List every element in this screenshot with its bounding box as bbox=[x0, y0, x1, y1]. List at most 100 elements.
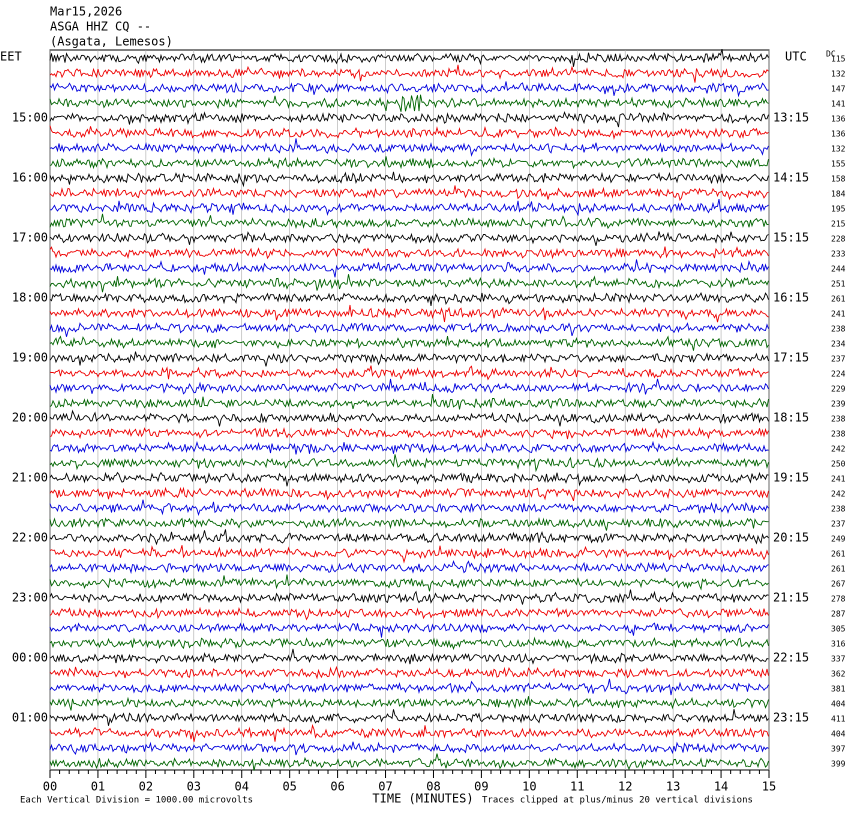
scale-note: Each Vertical Division = 1000.00 microvo… bbox=[20, 796, 253, 806]
trace bbox=[49, 529, 769, 546]
left-hour-label: 16:00 bbox=[12, 171, 48, 185]
left-axis-title: EET bbox=[0, 50, 22, 64]
trace bbox=[49, 81, 769, 98]
trace bbox=[49, 335, 769, 351]
date: Mar15,2026 bbox=[50, 5, 122, 19]
trace bbox=[49, 665, 769, 680]
right-hour-label: 17:15 bbox=[773, 351, 809, 365]
trace bbox=[49, 156, 769, 170]
dc-value: 228 bbox=[831, 235, 846, 244]
dc-value: 184 bbox=[831, 190, 846, 199]
dc-value: 234 bbox=[831, 340, 846, 349]
dc-value: 233 bbox=[831, 250, 846, 259]
trace bbox=[49, 589, 769, 605]
trace bbox=[49, 709, 769, 726]
x-tick-label: 00 bbox=[43, 780, 57, 794]
left-hour-label: 17:00 bbox=[12, 231, 48, 245]
trace bbox=[49, 648, 769, 665]
trace bbox=[49, 213, 769, 230]
trace bbox=[49, 322, 769, 337]
trace bbox=[49, 351, 769, 367]
trace bbox=[49, 394, 769, 410]
dc-value: 278 bbox=[831, 595, 846, 604]
clip-note: Traces clipped at plus/minus 20 vertical… bbox=[482, 796, 753, 806]
trace bbox=[49, 574, 769, 592]
dc-value: 305 bbox=[831, 625, 846, 634]
dc-value: 242 bbox=[831, 490, 846, 499]
trace bbox=[49, 304, 769, 323]
dc-value: 224 bbox=[831, 370, 846, 379]
trace bbox=[49, 696, 769, 711]
trace bbox=[49, 486, 769, 502]
dc-value: 229 bbox=[831, 385, 846, 394]
trace bbox=[49, 231, 769, 246]
left-hour-label: 01:00 bbox=[12, 711, 48, 725]
x-tick-label: 07 bbox=[378, 780, 392, 794]
dc-value: 287 bbox=[831, 610, 846, 619]
location: (Asgata, Lemesos) bbox=[50, 35, 173, 49]
station: ASGA HHZ CQ -- bbox=[50, 20, 151, 34]
dc-value: 239 bbox=[831, 400, 846, 409]
trace bbox=[49, 365, 769, 381]
x-tick-label: 11 bbox=[570, 780, 584, 794]
x-tick-label: 15 bbox=[762, 780, 776, 794]
trace bbox=[49, 426, 769, 440]
trace bbox=[49, 94, 769, 112]
trace bbox=[49, 185, 769, 201]
left-hour-label: 15:00 bbox=[12, 111, 48, 125]
x-tick-label: 02 bbox=[139, 780, 153, 794]
x-tick-label: 06 bbox=[330, 780, 344, 794]
trace bbox=[49, 291, 769, 306]
left-hour-label: 22:00 bbox=[12, 531, 48, 545]
x-tick-label: 01 bbox=[91, 780, 105, 794]
trace bbox=[50, 199, 769, 217]
x-tick-label: 12 bbox=[618, 780, 632, 794]
right-hour-label: 15:15 bbox=[773, 231, 809, 245]
dc-value: 237 bbox=[831, 355, 846, 364]
dc-value: 141 bbox=[831, 100, 846, 109]
dc-value: 132 bbox=[831, 145, 846, 154]
trace bbox=[49, 545, 769, 564]
dc-value: 411 bbox=[831, 715, 846, 724]
dc-value: 215 bbox=[831, 220, 846, 229]
dc-value: 397 bbox=[831, 745, 846, 754]
left-hour-label: 19:00 bbox=[12, 351, 48, 365]
trace bbox=[49, 636, 769, 651]
left-hour-label: 00:00 bbox=[12, 651, 48, 665]
dc-value: 399 bbox=[831, 760, 846, 769]
dc-value: 158 bbox=[831, 175, 846, 184]
trace bbox=[49, 259, 769, 278]
dc-value: 238 bbox=[831, 325, 846, 334]
dc-value: 241 bbox=[831, 310, 846, 319]
dc-value: 238 bbox=[831, 430, 846, 439]
trace bbox=[49, 378, 769, 395]
dc-value: 404 bbox=[831, 730, 846, 739]
trace bbox=[49, 48, 769, 67]
dc-value: 261 bbox=[831, 565, 846, 574]
dc-value: 147 bbox=[831, 85, 846, 94]
x-tick-label: 14 bbox=[714, 780, 728, 794]
trace bbox=[49, 454, 769, 473]
dc-value: 136 bbox=[831, 115, 846, 124]
trace bbox=[49, 678, 769, 696]
x-tick-label: 05 bbox=[282, 780, 296, 794]
x-tick-label: 09 bbox=[474, 780, 488, 794]
dc-value: 244 bbox=[831, 265, 846, 274]
trace bbox=[49, 723, 769, 742]
trace bbox=[49, 246, 769, 260]
trace bbox=[49, 517, 769, 531]
dc-value: 249 bbox=[831, 535, 846, 544]
x-tick-label: 04 bbox=[235, 780, 249, 794]
left-hour-label: 21:00 bbox=[12, 471, 48, 485]
right-hour-label: 19:15 bbox=[773, 471, 809, 485]
dc-value: 404 bbox=[831, 700, 846, 709]
trace bbox=[49, 741, 769, 756]
dc-value: 251 bbox=[831, 280, 846, 289]
dc-value: 381 bbox=[831, 685, 846, 694]
dc-value: 195 bbox=[831, 205, 846, 214]
right-hour-label: 23:15 bbox=[773, 711, 809, 725]
dc-value: 237 bbox=[831, 520, 846, 529]
trace bbox=[49, 409, 769, 427]
dc-value: 316 bbox=[831, 640, 846, 649]
